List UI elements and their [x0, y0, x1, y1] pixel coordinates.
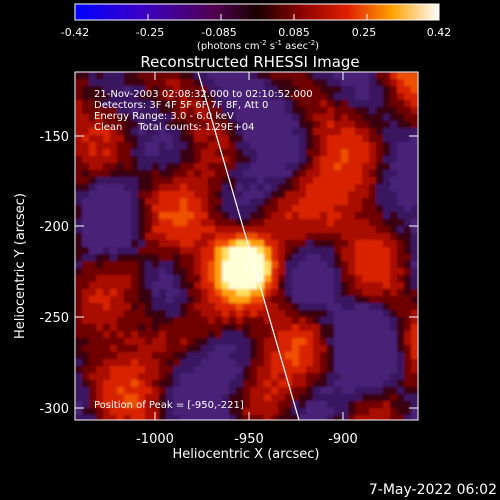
peak-position-label: Position of Peak = [-950,-221]	[94, 400, 244, 411]
colorbar-tick-label: -0.085	[201, 26, 236, 39]
colorbar-tick-label: -0.25	[136, 26, 164, 39]
y-axis-label: Heliocentric Y (arcsec)	[13, 193, 28, 339]
image-title: Reconstructed RHESSI Image	[140, 53, 359, 71]
colorbar-tick-label: 0.42	[427, 26, 452, 39]
info-line-time: 21-Nov-2003 02:08:32.000 to 02:10:52.000	[94, 89, 313, 100]
colorbar-tick-label: -0.42	[61, 26, 89, 39]
y-tick-label: -200	[39, 220, 69, 235]
colorbar-ticks	[74, 14, 440, 20]
y-tick-label: -250	[39, 311, 69, 326]
info-block: 21-Nov-2003 02:08:32.000 to 02:10:52.000…	[94, 89, 313, 133]
colorbar-tick-label: 0.085	[278, 26, 310, 39]
info-line-detectors: Detectors: 3F 4F 5F 6F 7F 8F, Att 0	[94, 100, 268, 111]
x-tick-label: -900	[328, 432, 358, 447]
x-axis-ticks	[154, 72, 344, 420]
x-axis-label: Heliocentric X (arcsec)	[173, 447, 320, 462]
colorbar	[74, 3, 440, 21]
y-tick-label: -150	[39, 130, 69, 145]
info-line-counts: Clean Total counts: 1.29E+04	[94, 122, 254, 133]
footer-timestamp: 7-May-2022 06:02	[369, 482, 497, 498]
colorbar-units: (photons cm-2 s-1 asec-2)	[197, 39, 319, 52]
plot-frame	[74, 71, 419, 421]
solar-limb	[197, 72, 300, 420]
y-tick-label: -300	[39, 402, 69, 417]
solar-image	[75, 72, 418, 420]
x-tick-label: -1000	[136, 432, 174, 447]
x-tick-label: -950	[234, 432, 264, 447]
y-axis-ticks	[75, 135, 418, 409]
info-line-energy: Energy Range: 3.0 - 6.0 keV	[94, 111, 234, 122]
colorbar-tick-label: 0.25	[352, 26, 377, 39]
